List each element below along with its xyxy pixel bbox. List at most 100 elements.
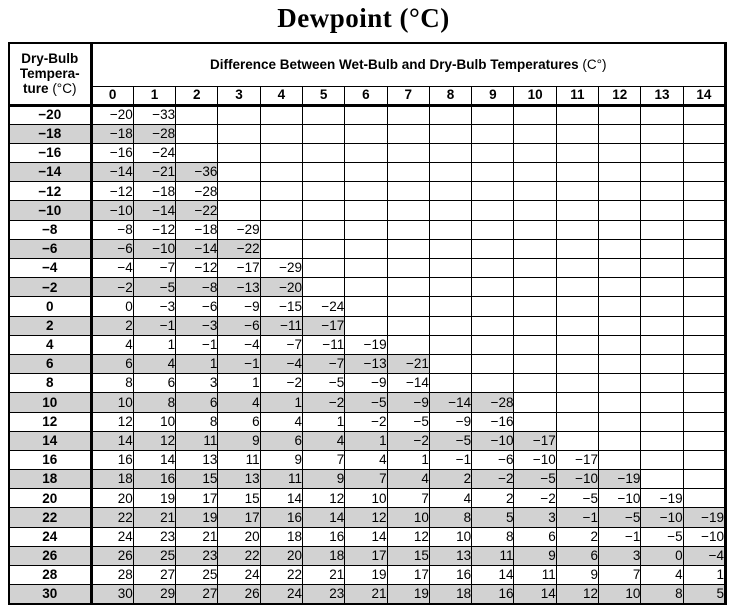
- dewpoint-cell: 14: [301, 507, 346, 528]
- dewpoint-cell: [682, 162, 727, 183]
- dewpoint-cell: [471, 296, 515, 317]
- dry-bulb-value: 10: [8, 392, 93, 413]
- dewpoint-cell: 1: [132, 334, 177, 355]
- dewpoint-cell: [682, 353, 727, 375]
- dewpoint-cell: [640, 411, 684, 432]
- dewpoint-cell: 7: [598, 564, 642, 586]
- table-row: 24 24 23 21 20 18 16 14 12 10 8 6 2 −1 −5 −10: [8, 526, 727, 547]
- dewpoint-cell: [513, 219, 557, 240]
- dewpoint-cell: [598, 334, 642, 355]
- dewpoint-cell: 14: [344, 526, 388, 547]
- dewpoint-cell: [471, 200, 515, 221]
- dewpoint-cell: [259, 219, 303, 240]
- dry-bulb-header-line1: Dry-Bulb: [21, 51, 79, 67]
- dewpoint-cell: [682, 469, 727, 490]
- dewpoint-cell: 18: [259, 526, 303, 547]
- dewpoint-cell: −17: [555, 449, 600, 471]
- dewpoint-cell: −5: [428, 430, 473, 451]
- diff-column-header: 6: [344, 85, 388, 107]
- dewpoint-cell: [471, 353, 515, 375]
- dewpoint-cell: 6: [217, 411, 261, 432]
- dewpoint-cell: −29: [259, 257, 303, 279]
- dry-bulb-value: −2: [8, 277, 93, 298]
- dewpoint-cell: −1: [555, 507, 600, 528]
- dewpoint-cell: 14: [513, 584, 557, 605]
- dewpoint-cell: 4: [344, 449, 388, 471]
- dewpoint-cell: [682, 257, 727, 279]
- dewpoint-cell: [301, 277, 346, 298]
- dewpoint-cell: [555, 104, 600, 125]
- dewpoint-cell: [598, 411, 642, 432]
- table-row: 4 4 1 −1 −4 −7 −11 −19: [8, 334, 727, 355]
- dewpoint-cell: 25: [132, 545, 177, 567]
- dewpoint-cell: 3: [513, 507, 557, 528]
- dewpoint-cell: 6: [175, 392, 219, 413]
- dewpoint-cell: −15: [259, 296, 303, 317]
- dewpoint-cell: [598, 219, 642, 240]
- dewpoint-cell: 21: [344, 584, 388, 605]
- dewpoint-cell: 11: [175, 430, 219, 451]
- dewpoint-cell: 4: [259, 411, 303, 432]
- dewpoint-cell: [301, 200, 346, 221]
- dewpoint-cell: [598, 104, 642, 125]
- dewpoint-cell: −3: [175, 315, 219, 336]
- dewpoint-cell: [555, 373, 600, 394]
- dewpoint-cell: [682, 104, 727, 125]
- dewpoint-cell: [598, 181, 642, 202]
- dry-bulb-value: −12: [8, 181, 93, 202]
- table-row: 26 26 25 23 22 20 18 17 15 13 11 9 6 3 0 −4: [8, 545, 727, 567]
- dry-bulb-value: 14: [8, 430, 93, 451]
- dewpoint-cell: −2: [471, 469, 515, 490]
- dewpoint-cell: 10: [132, 411, 177, 432]
- dewpoint-cell: −2: [301, 392, 346, 413]
- table-row: −16 −16 −24: [8, 142, 727, 164]
- dewpoint-cell: 15: [386, 545, 430, 567]
- dewpoint-cell: [513, 353, 557, 375]
- table-row: 10 10 8 6 4 1 −2 −5 −9 −14 −28: [8, 392, 727, 413]
- dewpoint-cell: [682, 181, 727, 202]
- dry-bulb-value: −18: [8, 123, 93, 144]
- dewpoint-cell: [640, 373, 684, 394]
- diff-column-header: 3: [217, 85, 261, 107]
- dewpoint-cell: −29: [217, 219, 261, 240]
- dewpoint-cell: 16: [259, 507, 303, 528]
- dewpoint-cell: 16: [301, 526, 346, 547]
- dewpoint-cell: [386, 123, 430, 144]
- dewpoint-cell: [471, 277, 515, 298]
- dewpoint-cell: [471, 162, 515, 183]
- dewpoint-cell: [640, 142, 684, 164]
- dewpoint-cell: [344, 123, 388, 144]
- dewpoint-cell: 2: [428, 469, 473, 490]
- dewpoint-cell: 1: [682, 564, 727, 586]
- dewpoint-cell: [471, 181, 515, 202]
- dewpoint-cell: [640, 200, 684, 221]
- table-row: 30 30 29 27 26 24 23 21 19 18 16 14 12 10 8 5: [8, 584, 727, 605]
- dewpoint-cell: [598, 353, 642, 375]
- dewpoint-cell: 1: [344, 430, 388, 451]
- dewpoint-cell: −5: [132, 277, 177, 298]
- dewpoint-cell: [598, 142, 642, 164]
- dewpoint-cell: [513, 392, 557, 413]
- dewpoint-cell: [428, 353, 473, 375]
- dewpoint-cell: 26: [90, 545, 134, 567]
- dewpoint-cell: 15: [217, 488, 261, 509]
- dewpoint-cell: 21: [132, 507, 177, 528]
- dewpoint-cell: −10: [598, 488, 642, 509]
- dewpoint-cell: −4: [682, 545, 727, 567]
- dry-bulb-value: 24: [8, 526, 93, 547]
- dewpoint-cell: [344, 296, 388, 317]
- dewpoint-cell: −4: [90, 257, 134, 279]
- dewpoint-cell: −8: [175, 277, 219, 298]
- dewpoint-cell: [598, 238, 642, 260]
- dry-bulb-header-line2: Tempera-: [19, 66, 80, 82]
- table-row: −6 −6 −10 −14 −22: [8, 238, 727, 260]
- dewpoint-cell: 21: [301, 564, 346, 586]
- dewpoint-cell: [259, 104, 303, 125]
- table-row: −14 −14 −21 −36: [8, 162, 727, 183]
- dry-bulb-value: −14: [8, 162, 93, 183]
- dewpoint-cell: −33: [132, 104, 177, 125]
- dewpoint-cell: [386, 162, 430, 183]
- dewpoint-cell: −6: [175, 296, 219, 317]
- dewpoint-cell: 4: [640, 564, 684, 586]
- dry-bulb-value: −6: [8, 238, 93, 260]
